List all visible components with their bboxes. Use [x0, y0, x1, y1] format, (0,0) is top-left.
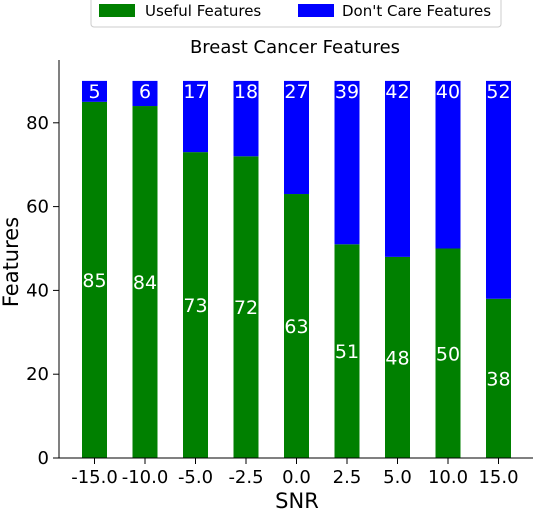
x-axis-label: SNR — [275, 489, 319, 511]
legend-swatch-dont-care — [298, 4, 334, 17]
bar-label-dont-care-2: 17 — [183, 81, 207, 103]
bar-label-useful-4: 63 — [284, 316, 308, 338]
bar-dont-care-4 — [284, 80, 309, 195]
bar-label-useful-5: 51 — [335, 341, 359, 363]
bar-dont-care-5 — [334, 80, 360, 245]
legend-swatch-useful — [99, 4, 135, 17]
bar-label-dont-care-1: 6 — [139, 81, 151, 103]
bar-label-dont-care-5: 39 — [335, 81, 359, 103]
bar-label-useful-3: 72 — [234, 297, 258, 319]
bar-dont-care-3 — [233, 80, 259, 157]
x-tick-label-7: 10.0 — [428, 467, 468, 488]
bar-useful-6 — [385, 256, 410, 458]
bar-label-useful-7: 50 — [436, 343, 460, 365]
x-tick-label-1: -10.0 — [122, 467, 169, 488]
legend-frame — [90, 0, 502, 28]
x-tick-label-0: -15.0 — [71, 467, 118, 488]
bar-dont-care-6 — [385, 80, 410, 257]
bar-dont-care-8 — [486, 80, 511, 299]
bar-useful-4 — [284, 194, 309, 458]
bar-useful-5 — [334, 244, 360, 458]
plot-area: 85 5 84 6 73 17 72 18 63 27 51 39 48 42 50 40 38 52 — [82, 80, 511, 458]
y-tick-label-0: 0 — [38, 448, 49, 469]
x-tick-label-2: -5.0 — [178, 467, 213, 488]
bar-label-dont-care-7: 40 — [436, 81, 460, 103]
bar-label-useful-2: 73 — [183, 295, 207, 317]
x-tick-label-4: 0.0 — [282, 467, 311, 488]
bar-dont-care-2 — [183, 80, 208, 153]
y-tick-label-40: 40 — [26, 280, 49, 301]
bar-useful-1 — [132, 106, 158, 458]
y-axis-label: Features — [0, 217, 23, 307]
bar-useful-8 — [486, 298, 511, 458]
bar-label-useful-8: 38 — [486, 368, 510, 390]
legend-label-useful: Useful Features — [145, 2, 261, 20]
bar-dont-care-0 — [82, 80, 107, 102]
x-tick-label-8: 15.0 — [478, 467, 518, 488]
bar-label-dont-care-0: 5 — [88, 81, 100, 103]
bar-label-useful-0: 85 — [82, 270, 106, 292]
legend-label-dont-care: Don't Care Features — [342, 2, 491, 20]
bar-dont-care-7 — [435, 80, 461, 249]
y-tick-label-60: 60 — [26, 197, 49, 218]
bar-label-dont-care-6: 42 — [385, 81, 409, 103]
bar-label-dont-care-3: 18 — [234, 81, 258, 103]
chart-title: Breast Cancer Features — [190, 37, 400, 58]
bar-dont-care-1 — [132, 80, 158, 107]
bar-label-useful-1: 84 — [133, 272, 157, 294]
legend: Useful Features Don't Care Features — [90, 0, 502, 28]
bar-useful-7 — [435, 248, 461, 458]
y-tick-label-20: 20 — [26, 364, 49, 385]
bar-label-dont-care-8: 52 — [486, 81, 510, 103]
x-tick-label-6: 5.0 — [383, 467, 412, 488]
bar-label-dont-care-4: 27 — [284, 81, 308, 103]
bar-useful-0 — [82, 101, 107, 458]
x-tick-label-3: -2.5 — [228, 467, 263, 488]
bar-useful-2 — [183, 152, 208, 458]
bar-label-useful-6: 48 — [385, 347, 409, 369]
bar-useful-3 — [233, 156, 259, 458]
x-tick-label-5: 2.5 — [333, 467, 362, 488]
y-tick-label-80: 80 — [26, 113, 49, 134]
